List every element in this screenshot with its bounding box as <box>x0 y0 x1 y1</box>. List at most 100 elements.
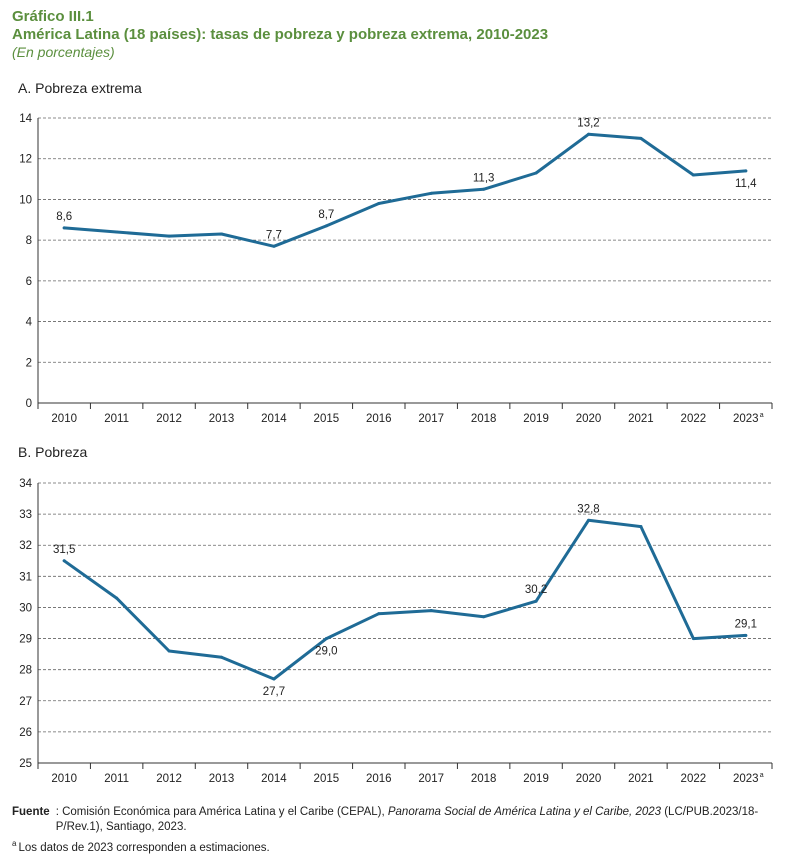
x-tick-label: 2010 <box>51 773 77 785</box>
data-point <box>62 559 66 563</box>
data-point <box>324 637 328 641</box>
note-text: Los datos de 2023 corresponden a estimac… <box>18 841 270 854</box>
y-tick-label: 14 <box>19 113 32 125</box>
chart-poverty: B. Pobreza 25 26 27 28 29 30 31 32 33 34 2010 2011 20… <box>18 444 773 785</box>
data-label: 27,7 <box>263 686 285 698</box>
x-tick-superscript: a <box>760 772 764 779</box>
data-point <box>377 202 381 205</box>
source-note: Fuente : Comisión Económica para América… <box>12 805 797 835</box>
data-point <box>691 173 695 177</box>
x-tick-label: 2015 <box>314 413 340 425</box>
x-tick-label: 2014 <box>261 413 287 425</box>
y-tick-label: 0 <box>26 398 32 410</box>
data-label: 7,7 <box>266 229 282 241</box>
data-point <box>429 191 433 195</box>
figure-title: América Latina (18 países): tasas de pob… <box>12 26 549 43</box>
data-label: 8,7 <box>318 209 334 221</box>
data-label: 29,1 <box>735 618 757 630</box>
data-point <box>272 677 276 681</box>
x-tick-label: 2022 <box>681 773 707 785</box>
y-tick-label: 10 <box>19 194 32 206</box>
data-point <box>115 230 119 234</box>
x-tick-label: 2016 <box>366 413 392 425</box>
source-publication: Panorama Social de América Latina y el C… <box>387 806 662 818</box>
x-tick-label: 2013 <box>209 413 235 425</box>
data-point <box>744 633 748 637</box>
x-tick-label: 2013 <box>209 773 235 785</box>
source-label: Fuente <box>12 806 50 818</box>
y-tick-label: 6 <box>26 276 32 288</box>
x-tick-label: 2019 <box>523 773 549 785</box>
data-point <box>534 599 538 603</box>
y-tick-label: 25 <box>19 758 32 770</box>
y-tick-label: 33 <box>19 509 32 521</box>
x-tick-label: 2022 <box>681 413 707 425</box>
y-tick-label: 29 <box>19 634 32 646</box>
y-tick-label: 8 <box>26 235 32 247</box>
x-tick-label: 2021 <box>628 773 654 785</box>
chart-extreme-poverty: A. Pobreza extrema 0 2 4 6 8 10 12 14 2010 2011 201… <box>18 80 773 425</box>
data-point <box>587 518 590 522</box>
x-tick-label: 2023 <box>733 413 759 425</box>
x-tick-superscript: a <box>760 412 764 419</box>
x-tick-label: 2018 <box>471 773 497 785</box>
y-tick-label: 34 <box>19 478 32 490</box>
x-tick-label: 2017 <box>418 413 444 425</box>
data-point <box>272 244 276 248</box>
estimate-note: a Los datos de 2023 corresponden a estima… <box>12 836 797 856</box>
y-tick-label: 32 <box>19 540 32 552</box>
data-label: 30,2 <box>525 584 547 596</box>
data-point <box>324 224 328 228</box>
x-tick-label: 2023 <box>733 773 759 785</box>
x-tick-label: 2012 <box>156 413 182 425</box>
data-point <box>167 234 171 238</box>
x-tick-label: 2012 <box>156 773 182 785</box>
series-line <box>62 518 748 681</box>
data-point <box>429 609 433 613</box>
data-label: 11,3 <box>473 172 495 184</box>
data-point <box>377 612 381 616</box>
data-label: 29,0 <box>315 646 337 658</box>
data-label: 11,4 <box>735 178 757 190</box>
figure-header: Gráfico III.1 América Latina (18 países)… <box>12 8 548 60</box>
y-tick-label: 28 <box>19 665 32 677</box>
panel-title: A. Pobreza extrema <box>18 80 142 96</box>
figure-subtitle: (En porcentajes) <box>12 44 115 60</box>
x-tick-label: 2017 <box>418 773 444 785</box>
data-point <box>744 169 748 173</box>
figure-label: Gráfico III.1 <box>12 8 94 25</box>
y-tick-label: 30 <box>19 602 32 614</box>
data-point <box>62 226 66 230</box>
y-tick-label: 2 <box>26 357 32 369</box>
data-point <box>115 596 119 600</box>
data-point <box>220 232 223 236</box>
y-tick-label: 12 <box>19 154 32 166</box>
x-tick-label: 2019 <box>523 413 549 425</box>
x-tick-label: 2011 <box>104 773 129 785</box>
x-tick-label: 2014 <box>261 773 287 785</box>
x-tick-label: 2016 <box>366 773 392 785</box>
data-point <box>482 187 486 191</box>
data-point <box>482 615 486 619</box>
data-label: 32,8 <box>577 503 599 515</box>
data-label: 31,5 <box>53 544 75 556</box>
x-tick-label: 2020 <box>576 413 602 425</box>
x-tick-label: 2015 <box>314 773 340 785</box>
x-tick-label: 2010 <box>51 413 77 425</box>
data-point <box>691 637 695 641</box>
y-tick-label: 26 <box>19 727 32 739</box>
panel-title: B. Pobreza <box>18 444 87 460</box>
x-tick-label: 2021 <box>628 413 654 425</box>
data-label: 8,6 <box>56 211 72 223</box>
x-tick-label: 2011 <box>104 413 129 425</box>
y-tick-label: 4 <box>26 317 33 329</box>
footnotes: Fuente : Comisión Económica para América… <box>12 805 797 856</box>
source-suffix: (LC/PUB.2023/18-P/Rev.1), Santiago, 2023… <box>55 806 759 833</box>
data-point <box>534 171 538 175</box>
source-text: : Comisión Económica para América Latina… <box>56 805 797 835</box>
data-point <box>587 132 590 136</box>
data-point <box>167 649 171 653</box>
data-point <box>220 655 223 659</box>
note-marker: a <box>12 839 17 848</box>
x-tick-label: 2018 <box>471 413 497 425</box>
